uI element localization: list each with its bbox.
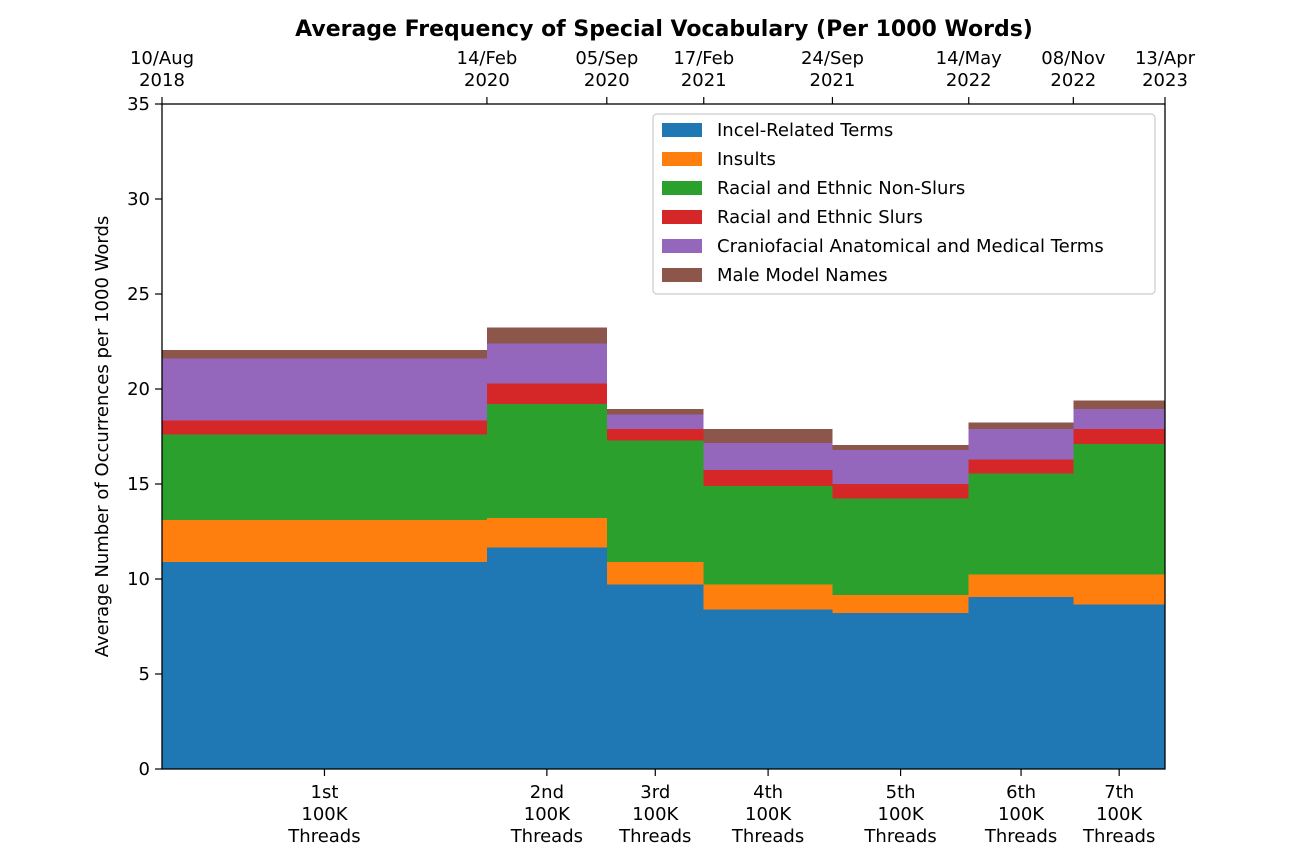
bar-segment-s3-c6: [1073, 428, 1165, 445]
top-tick-label-4: 24/Sep 2021: [801, 48, 864, 91]
bar-segment-s0-c6: [1073, 604, 1165, 769]
bar-segment-s2-c1: [486, 404, 607, 519]
top-tick-label-6: 08/Nov 2022: [1041, 48, 1105, 91]
legend-label-3: Racial and Ethnic Slurs: [717, 207, 923, 228]
bar-segment-s3-c5: [968, 459, 1074, 474]
top-tick-label-2: 05/Sep 2020: [575, 48, 638, 91]
top-tick-label-0: 10/Aug 2018: [130, 48, 194, 91]
bar-segment-s5-c3: [703, 428, 833, 444]
bar-segment-s3-c4: [832, 484, 969, 499]
bar-segment-s1-c1: [486, 518, 607, 548]
y-tick-label-6: 30: [127, 189, 150, 210]
x-tick-label-2: 3rd 100K Threads: [618, 782, 691, 847]
bar-segment-s2-c2: [606, 440, 704, 562]
bar-segment-s3-c3: [703, 469, 833, 486]
x-tick-label-4: 5th 100K Threads: [863, 782, 936, 847]
plot-frame: [161, 103, 1166, 770]
bars-group: [162, 327, 1165, 769]
legend-swatch-4: [662, 239, 702, 253]
bar-segment-s3-c0: [162, 420, 487, 435]
bar-segment-s4-c3: [703, 443, 833, 470]
y-tick-label-2: 10: [127, 569, 150, 590]
bar-segment-s5-c0: [162, 350, 487, 359]
top-tick-label-1: 14/Feb 2020: [457, 48, 518, 91]
bar-segment-s5-c5: [968, 422, 1074, 429]
bar-segment-s2-c3: [703, 485, 833, 585]
bar-segment-s1-c2: [606, 561, 704, 585]
chart-title: Average Frequency of Special Vocabulary …: [295, 17, 1033, 42]
legend: Incel-Related Terms Insults Racial and Eth…: [652, 113, 1156, 295]
bar-segment-s2-c0: [162, 434, 487, 521]
axes-group: 0 5 10 15 20 25 30 35 Average Number of Occurren…: [92, 48, 1196, 847]
legend-swatch-5: [662, 268, 702, 282]
y-tick-label-4: 20: [127, 379, 150, 400]
x-tick-label-3: 4th 100K Threads: [731, 782, 804, 847]
bar-segment-s5-c2: [606, 408, 704, 415]
bar-segment-s0-c4: [832, 613, 969, 769]
bar-segment-s1-c3: [703, 584, 833, 610]
bar-segment-s1-c4: [832, 595, 969, 614]
bar-segment-s2-c5: [968, 473, 1074, 575]
y-tick-label-7: 35: [127, 94, 150, 115]
legend-label-5: Male Model Names: [717, 265, 888, 286]
x-tick-label-6: 7th 100K Threads: [1082, 782, 1155, 847]
bar-segment-s4-c5: [968, 428, 1074, 460]
bar-segment-s0-c3: [703, 609, 833, 769]
bar-segment-s0-c5: [968, 597, 1074, 769]
legend-label-2: Racial and Ethnic Non-Slurs: [717, 178, 965, 199]
x-tick-label-5: 6th 100K Threads: [984, 782, 1057, 847]
bar-segment-s4-c2: [606, 414, 704, 429]
legend-swatch-3: [662, 210, 702, 224]
bar-segment-s0-c0: [162, 561, 487, 769]
legend-label-4: Craniofacial Anatomical and Medical Term…: [717, 236, 1104, 257]
legend-label-1: Insults: [717, 149, 776, 170]
y-tick-label-5: 25: [127, 284, 150, 305]
bar-segment-s5-c4: [832, 445, 969, 450]
legend-swatch-1: [662, 152, 702, 166]
y-tick-label-1: 5: [139, 664, 150, 685]
bar-segment-s0-c1: [486, 547, 607, 769]
bar-segment-s5-c6: [1073, 400, 1165, 409]
y-tick-label-3: 15: [127, 474, 150, 495]
bar-segment-s1-c0: [162, 520, 487, 562]
bar-segment-s5-c1: [486, 327, 607, 344]
top-tick-label-5: 14/May 2022: [936, 48, 1003, 91]
legend-swatch-2: [662, 181, 702, 195]
bar-segment-s3-c1: [486, 383, 607, 405]
bar-segment-s4-c6: [1073, 408, 1165, 429]
bar-segment-s2-c6: [1073, 444, 1165, 575]
x-tick-label-1: 2nd 100K Threads: [510, 782, 583, 847]
top-tick-label-7: 13/Apr 2023: [1135, 48, 1196, 91]
bar-segment-s4-c1: [486, 343, 607, 384]
legend-box: [652, 113, 1156, 295]
bar-segment-s4-c4: [832, 449, 969, 484]
bar-segment-s0-c2: [606, 584, 704, 769]
bar-segment-s4-c0: [162, 358, 487, 421]
top-tick-label-3: 17/Feb 2021: [673, 48, 734, 91]
y-axis-label: Average Number of Occurrences per 1000 W…: [92, 216, 113, 658]
bar-segment-s2-c4: [832, 498, 969, 596]
bar-segment-s1-c5: [968, 574, 1074, 598]
bar-segment-s3-c2: [606, 428, 704, 441]
x-tick-label-0: 1st 100K Threads: [287, 782, 360, 847]
legend-label-0: Incel-Related Terms: [717, 120, 893, 141]
bar-segment-s1-c6: [1073, 574, 1165, 605]
y-tick-label-0: 0: [139, 759, 150, 780]
legend-swatch-0: [662, 123, 702, 137]
